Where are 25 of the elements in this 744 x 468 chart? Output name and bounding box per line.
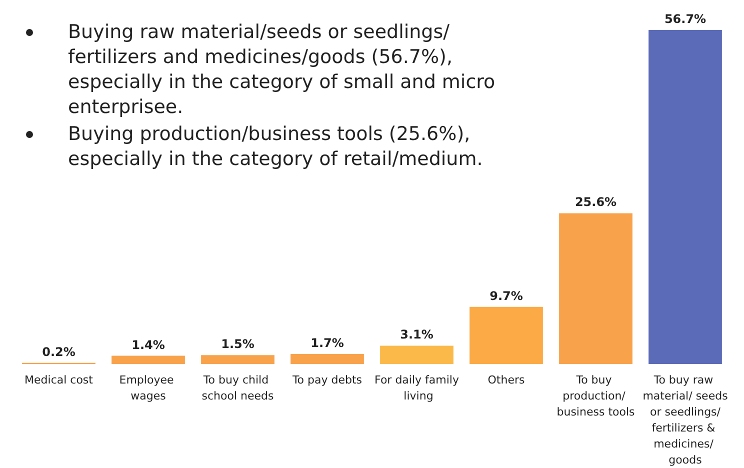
data-label: 1.7% [310,336,344,350]
data-label: 56.7% [664,12,706,26]
bar [201,355,274,364]
annotation: Buying raw material/seeds or seedlings/ fertilizers and medicines/goods (56.7%), especially in the category of small and micro enterprisee. [68,20,496,120]
bar [290,354,364,364]
bar [470,306,543,364]
bar [648,30,722,364]
x-tick-label: To buy child school needs [202,374,274,402]
x-tick-label: For daily family living [374,374,460,402]
x-tick-label: To buy raw material/ seeds or seedlings/ fertilizers & medicines/ goods [642,374,728,466]
x-tick-label: Medical cost [24,374,94,386]
x-tick-label: To pay debts [291,374,362,386]
data-label: 9.7% [490,288,523,303]
bar [380,346,454,364]
bar [559,213,632,364]
bar [112,356,185,364]
x-tick-label: Others [488,374,525,386]
data-label: 1.5% [221,337,254,352]
data-label: 3.1% [400,328,434,342]
x-tick-label: To buy production/ business tools [556,374,636,418]
annotation: Buying production/business tools (25.6%), especially in the category of retail/medium. [68,122,484,172]
data-label: 1.4% [132,338,165,352]
x-tick-label: Employee wages [119,374,178,402]
data-label: 25.6% [574,195,617,210]
data-label: 0.2% [42,344,76,359]
